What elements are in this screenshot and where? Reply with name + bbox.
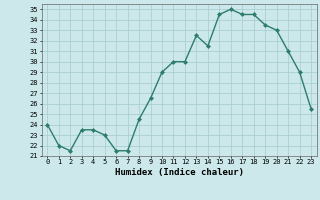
- X-axis label: Humidex (Indice chaleur): Humidex (Indice chaleur): [115, 168, 244, 177]
